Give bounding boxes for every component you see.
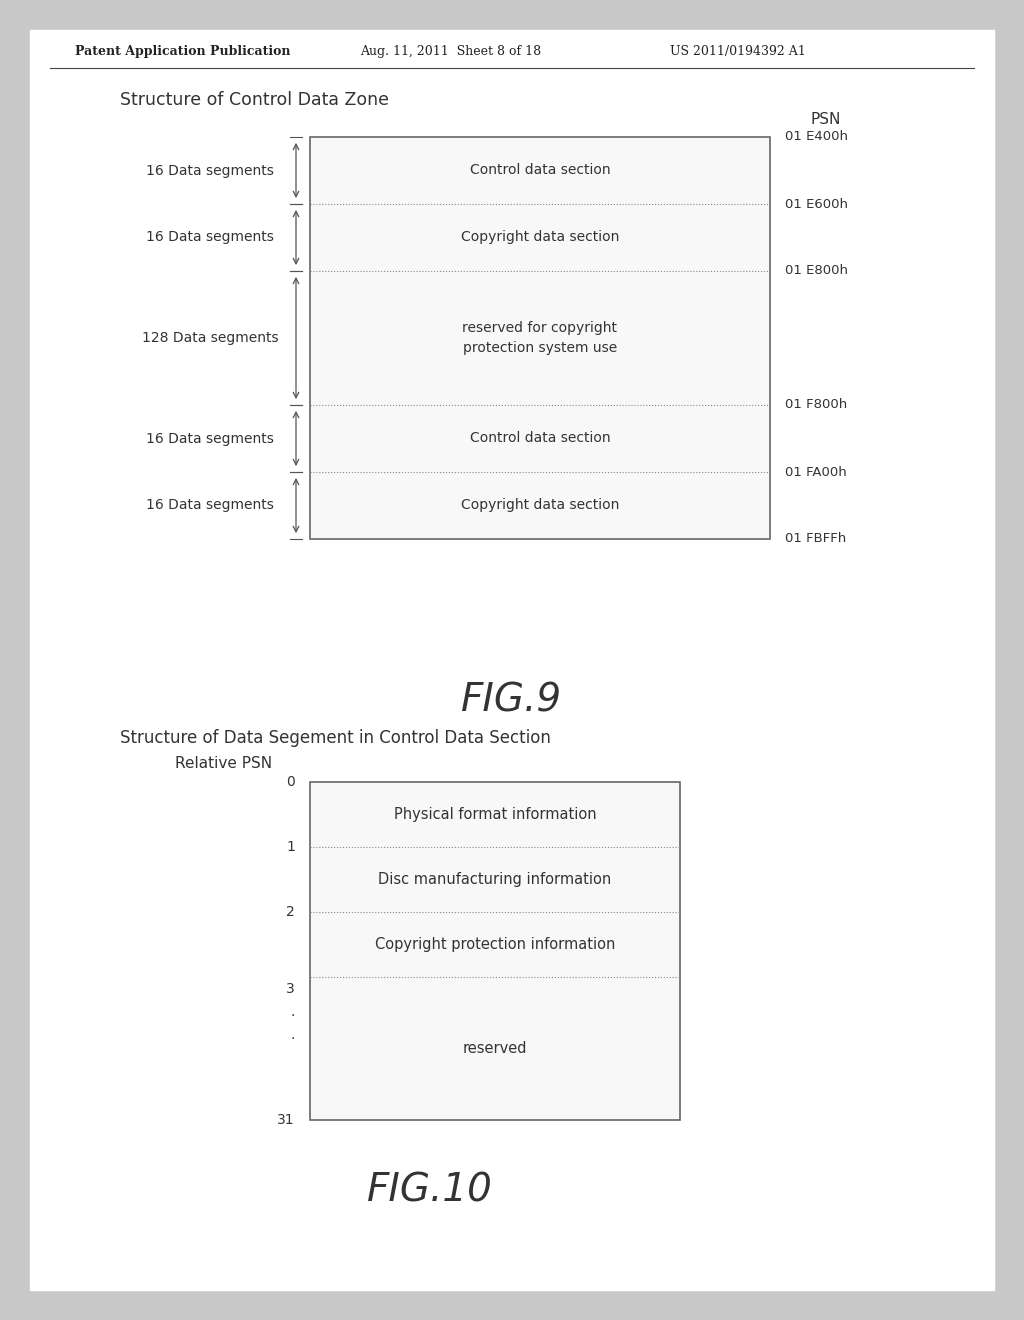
- Text: 16 Data segments: 16 Data segments: [146, 432, 274, 446]
- Text: PSN: PSN: [810, 112, 841, 128]
- Text: Relative PSN: Relative PSN: [175, 755, 272, 771]
- Text: Copyright data section: Copyright data section: [461, 231, 620, 244]
- Text: reserved: reserved: [463, 1041, 527, 1056]
- Text: Structure of Control Data Zone: Structure of Control Data Zone: [120, 91, 389, 110]
- Bar: [310, 137, 770, 539]
- Text: 2: 2: [287, 906, 295, 919]
- Text: Disc manufacturing information: Disc manufacturing information: [379, 873, 611, 887]
- Text: 01 FBFFh: 01 FBFFh: [785, 532, 846, 545]
- Text: Physical format information: Physical format information: [393, 807, 596, 822]
- Text: 01 F800h: 01 F800h: [785, 399, 847, 412]
- Text: 16 Data segments: 16 Data segments: [146, 164, 274, 177]
- Text: 3
.
.: 3 . .: [287, 982, 295, 1041]
- Text: 16 Data segments: 16 Data segments: [146, 231, 274, 244]
- Text: 31: 31: [278, 1113, 295, 1127]
- Text: Aug. 11, 2011  Sheet 8 of 18: Aug. 11, 2011 Sheet 8 of 18: [360, 45, 541, 58]
- Text: Control data section: Control data section: [470, 432, 610, 446]
- Text: 01 E600h: 01 E600h: [785, 198, 848, 210]
- Text: FIG.10: FIG.10: [367, 1171, 493, 1209]
- Text: 1: 1: [286, 840, 295, 854]
- Text: Control data section: Control data section: [470, 164, 610, 177]
- Text: FIG.9: FIG.9: [462, 681, 562, 719]
- Text: Structure of Data Segement in Control Data Section: Structure of Data Segement in Control Da…: [120, 729, 551, 747]
- Text: 0: 0: [287, 775, 295, 789]
- Text: 16 Data segments: 16 Data segments: [146, 499, 274, 512]
- Text: 01 FA00h: 01 FA00h: [785, 466, 847, 479]
- Text: reserved for copyright
protection system use: reserved for copyright protection system…: [463, 321, 617, 355]
- Bar: [310, 781, 680, 1119]
- Text: Patent Application Publication: Patent Application Publication: [75, 45, 291, 58]
- Text: Copyright protection information: Copyright protection information: [375, 937, 615, 952]
- Text: 01 E400h: 01 E400h: [785, 131, 848, 144]
- Text: Copyright data section: Copyright data section: [461, 499, 620, 512]
- Text: US 2011/0194392 A1: US 2011/0194392 A1: [670, 45, 806, 58]
- Text: 01 E800h: 01 E800h: [785, 264, 848, 277]
- Text: 128 Data segments: 128 Data segments: [141, 331, 279, 345]
